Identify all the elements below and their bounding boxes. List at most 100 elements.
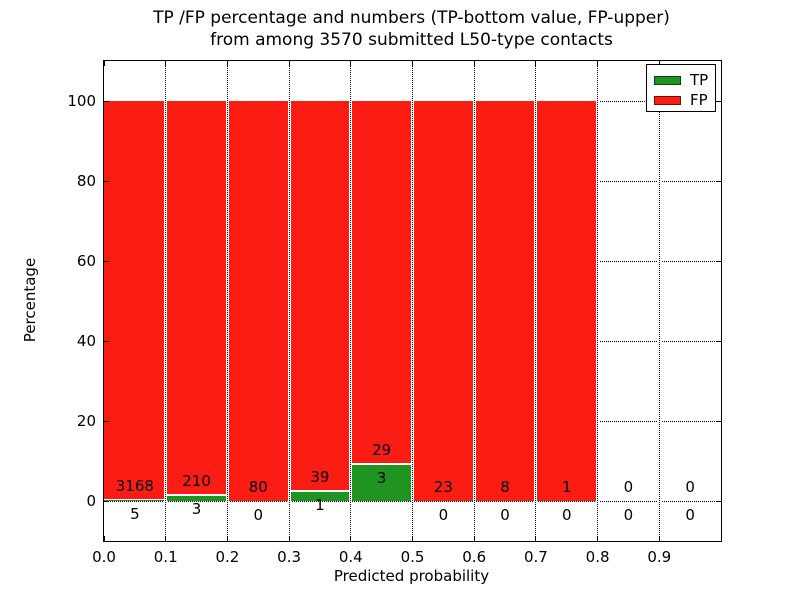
- x-tick-label: 0.2: [215, 548, 240, 566]
- fp-count-label: 0: [685, 478, 695, 496]
- y-tick-label: 60: [76, 252, 96, 270]
- fp-count-label: 3168: [115, 477, 154, 496]
- tp-count-label: 5: [130, 505, 140, 524]
- axis-tick: [473, 61, 475, 66]
- plot-area: 0.0 0.1 0.2 0.3 0.4 0.5 0.6 0.7 0.8 0.9 0 20 40 60 80 1…: [67, 60, 722, 566]
- x-tick-label: 0.8: [585, 548, 610, 566]
- axis-tick: [535, 61, 537, 66]
- fp-count-label: 1: [561, 478, 572, 496]
- axis-tick: [165, 536, 167, 541]
- axis-tick: [226, 61, 228, 66]
- tp-count-label: 0: [253, 506, 264, 524]
- fp-count-label: 39: [310, 468, 330, 486]
- axis-tick: [104, 420, 109, 422]
- x-tick-label: 0.9: [647, 548, 672, 566]
- v-gridline: [411, 61, 414, 541]
- axis-tick: [288, 61, 290, 66]
- v-gridline: [225, 61, 229, 541]
- axis-tick: [597, 536, 599, 541]
- x-axis-label: Predicted probability: [333, 567, 490, 585]
- axis-tick: [716, 420, 721, 422]
- bar-tp-segment: [289, 491, 351, 501]
- axis-tick: [412, 536, 413, 541]
- axis-tick: [597, 61, 599, 66]
- bar-fp-segment: [289, 101, 351, 491]
- axis-tick: [473, 536, 475, 541]
- bar-fp-segment: [535, 101, 598, 501]
- bar-fp-segment: [412, 101, 475, 501]
- axis-tick: [658, 61, 660, 66]
- tp-count-label: 1: [315, 496, 325, 514]
- fp-count-label: 0: [623, 478, 634, 496]
- v-gridline: [164, 61, 168, 541]
- bar-fp-segment: [350, 101, 413, 464]
- legend-label: TP: [690, 71, 709, 89]
- tp-count-label: 0: [561, 506, 572, 524]
- axis-tick: [535, 536, 537, 541]
- tp-count-label: 0: [438, 506, 449, 524]
- axis-tick: [104, 180, 109, 182]
- v-gridline: [596, 61, 600, 541]
- axis-tick: [716, 340, 721, 342]
- axis-tick: [104, 100, 109, 102]
- bar-fp-segment: [474, 101, 536, 501]
- x-tick-label: 0.6: [462, 548, 487, 566]
- chart-title: TP /FP percentage and numbers (TP-bottom…: [103, 7, 720, 51]
- x-tick-label: 0.1: [153, 548, 178, 566]
- axis-tick: [288, 536, 290, 541]
- axis-tick: [716, 500, 721, 502]
- tp-count-label: 3: [376, 468, 387, 487]
- fp-count-label: 80: [248, 478, 268, 496]
- axis-tick: [103, 536, 105, 541]
- axis-tick: [412, 61, 413, 66]
- y-tick-label: 40: [76, 332, 96, 350]
- axis-tick: [165, 61, 167, 66]
- v-gridline: [534, 61, 538, 541]
- bar-fp-segment: [227, 101, 290, 501]
- axis-tick: [716, 260, 721, 262]
- axis-tick: [104, 340, 109, 342]
- bar-fp-segment: [165, 101, 228, 496]
- x-tick-label: 0.7: [523, 548, 548, 566]
- tp-count-label: 0: [500, 506, 510, 524]
- axis-tick: [226, 536, 228, 541]
- chart-title-line1: TP /FP percentage and numbers (TP-bottom…: [153, 8, 670, 28]
- tp-count-label: 0: [685, 506, 695, 524]
- axis-tick: [716, 100, 721, 102]
- legend: TP FP: [646, 64, 716, 112]
- y-tick-label: 0: [86, 492, 96, 510]
- legend-swatch-fp: [654, 95, 681, 105]
- axis-tick: [350, 536, 352, 541]
- tp-count-label: 3: [191, 500, 202, 519]
- legend-item: TP: [654, 70, 715, 90]
- axis-tick: [716, 180, 721, 182]
- legend-swatch-tp: [654, 75, 681, 85]
- x-tick-label: 0.0: [92, 548, 116, 566]
- bar-tp-segment: [350, 463, 413, 501]
- y-tick-label: 80: [76, 172, 96, 190]
- x-tick-label: 0.3: [277, 548, 302, 566]
- bar-tp-segment: [104, 500, 166, 501]
- v-gridline: [287, 61, 291, 541]
- x-tick-label: 0.5: [400, 548, 425, 566]
- y-tick-label: 100: [67, 92, 96, 110]
- v-gridline: [472, 61, 476, 541]
- legend-label: FP: [690, 91, 708, 109]
- bar-fp-segment: [104, 101, 166, 501]
- tp-count-label: 0: [623, 506, 634, 524]
- axis-tick: [350, 61, 352, 66]
- fp-count-label: 210: [182, 472, 211, 491]
- bar-tp-segment: [165, 495, 228, 501]
- fp-count-label: 23: [433, 478, 453, 496]
- axis-tick: [103, 61, 105, 66]
- axis-tick: [104, 500, 109, 502]
- y-axis-label: Percentage: [21, 257, 39, 343]
- legend-item: FP: [654, 90, 715, 110]
- axis-tick: [104, 260, 109, 262]
- fp-count-label: 29: [372, 440, 392, 459]
- y-tick-label: 20: [76, 412, 96, 430]
- axis-tick: [658, 536, 660, 541]
- chart-title-line2: from among 3570 submitted L50-type conta…: [210, 30, 613, 50]
- v-gridline: [657, 61, 661, 541]
